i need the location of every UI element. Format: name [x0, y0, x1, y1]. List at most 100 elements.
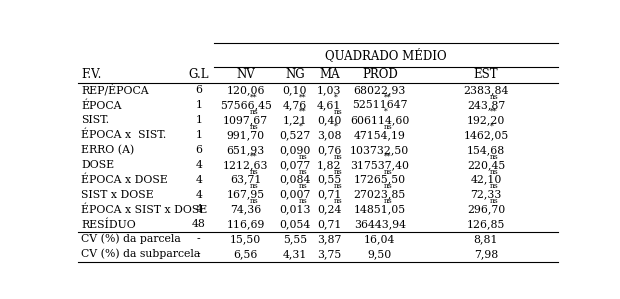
Text: DOSE: DOSE	[81, 160, 115, 170]
Text: ÉPOCA x DOSE: ÉPOCA x DOSE	[81, 174, 168, 185]
Text: 1: 1	[195, 115, 202, 125]
Text: ns: ns	[250, 167, 259, 176]
Text: QUADRADO MÉDIO: QUADRADO MÉDIO	[326, 48, 447, 62]
Text: ns: ns	[299, 197, 308, 205]
Text: F.V.: F.V.	[81, 68, 102, 81]
Text: ns: ns	[299, 167, 308, 176]
Text: *: *	[334, 123, 337, 131]
Text: ns: ns	[384, 182, 392, 190]
Text: 8,81: 8,81	[474, 234, 498, 244]
Text: 15,50: 15,50	[230, 234, 261, 244]
Text: **: **	[299, 108, 307, 116]
Text: ns: ns	[384, 167, 392, 176]
Text: 6,56: 6,56	[234, 249, 258, 259]
Text: ns: ns	[490, 167, 499, 176]
Text: 0,013: 0,013	[279, 205, 311, 214]
Text: 120,06: 120,06	[226, 86, 265, 95]
Text: 1212,63: 1212,63	[223, 160, 268, 170]
Text: 0,55: 0,55	[317, 175, 342, 185]
Text: 72,33: 72,33	[470, 190, 502, 199]
Text: *: *	[384, 108, 388, 116]
Text: ns: ns	[334, 182, 342, 190]
Text: 3,87: 3,87	[317, 234, 342, 244]
Text: ns: ns	[490, 93, 499, 101]
Text: 6: 6	[195, 145, 202, 155]
Text: 1,21: 1,21	[283, 115, 307, 125]
Text: 36443,94: 36443,94	[354, 219, 405, 229]
Text: ns: ns	[334, 108, 342, 116]
Text: CV (%) da parcela: CV (%) da parcela	[81, 234, 181, 245]
Text: 0,054: 0,054	[279, 219, 311, 229]
Text: ns: ns	[299, 182, 308, 190]
Text: ns: ns	[334, 197, 342, 205]
Text: ns: ns	[250, 108, 259, 116]
Text: 4,31: 4,31	[283, 249, 307, 259]
Text: 3,75: 3,75	[317, 249, 342, 259]
Text: 14851,05: 14851,05	[353, 205, 406, 214]
Text: 991,70: 991,70	[227, 130, 265, 140]
Text: 17265,50: 17265,50	[353, 175, 406, 185]
Text: 1462,05: 1462,05	[463, 130, 508, 140]
Text: RESÍDUO: RESÍDUO	[81, 219, 136, 230]
Text: 7,98: 7,98	[474, 249, 498, 259]
Text: CV (%) da subparcela: CV (%) da subparcela	[81, 249, 201, 259]
Text: 47154,19: 47154,19	[354, 130, 405, 140]
Text: 2383,84: 2383,84	[463, 86, 508, 95]
Text: ns: ns	[250, 182, 259, 190]
Text: PROD: PROD	[362, 68, 397, 81]
Text: 3,08: 3,08	[317, 130, 342, 140]
Text: -: -	[197, 249, 201, 259]
Text: 0,10: 0,10	[283, 86, 307, 95]
Text: 0,090: 0,090	[279, 145, 311, 155]
Text: 0,40: 0,40	[317, 115, 342, 125]
Text: 1: 1	[195, 130, 202, 140]
Text: 48: 48	[192, 219, 206, 229]
Text: 606114,60: 606114,60	[350, 115, 409, 125]
Text: ns: ns	[250, 123, 259, 131]
Text: 16,04: 16,04	[364, 234, 396, 244]
Text: 0,71: 0,71	[317, 190, 342, 199]
Text: G.L: G.L	[188, 68, 209, 81]
Text: 4,61: 4,61	[317, 100, 342, 110]
Text: **: **	[250, 152, 257, 161]
Text: *: *	[490, 123, 494, 131]
Text: 296,70: 296,70	[467, 205, 505, 214]
Text: ÉPOCA x  SIST.: ÉPOCA x SIST.	[81, 130, 167, 140]
Text: 74,36: 74,36	[230, 205, 261, 214]
Text: 1: 1	[195, 100, 202, 110]
Text: NG: NG	[285, 68, 305, 81]
Text: 4: 4	[195, 175, 202, 185]
Text: 0,084: 0,084	[279, 175, 311, 185]
Text: **: **	[299, 93, 307, 101]
Text: 1,82: 1,82	[317, 160, 342, 170]
Text: 243,87: 243,87	[467, 100, 505, 110]
Text: **: **	[384, 152, 391, 161]
Text: SIST.: SIST.	[81, 115, 110, 125]
Text: **: **	[384, 93, 391, 101]
Text: 103732,50: 103732,50	[350, 145, 409, 155]
Text: 57566,45: 57566,45	[219, 100, 272, 110]
Text: 192,20: 192,20	[467, 115, 505, 125]
Text: ÉPOCA: ÉPOCA	[81, 100, 122, 111]
Text: ns: ns	[490, 182, 499, 190]
Text: 9,50: 9,50	[368, 249, 392, 259]
Text: 1,03: 1,03	[317, 86, 342, 95]
Text: 220,45: 220,45	[467, 160, 505, 170]
Text: ns: ns	[384, 197, 392, 205]
Text: 126,85: 126,85	[467, 219, 505, 229]
Text: *: *	[334, 93, 337, 101]
Text: SIST x DOSE: SIST x DOSE	[81, 190, 154, 199]
Text: **: **	[250, 93, 257, 101]
Text: 167,95: 167,95	[227, 190, 265, 199]
Text: 1097,67: 1097,67	[223, 115, 268, 125]
Text: 63,71: 63,71	[230, 175, 262, 185]
Text: 0,24: 0,24	[317, 205, 342, 214]
Text: ns: ns	[334, 152, 342, 161]
Text: ns: ns	[299, 152, 308, 161]
Text: 52511647: 52511647	[352, 100, 407, 110]
Text: 5,55: 5,55	[283, 234, 307, 244]
Text: 6: 6	[195, 86, 202, 95]
Text: ÉPOCA x SIST x DOSE: ÉPOCA x SIST x DOSE	[81, 204, 208, 215]
Text: 154,68: 154,68	[467, 145, 505, 155]
Text: 0,077: 0,077	[279, 160, 311, 170]
